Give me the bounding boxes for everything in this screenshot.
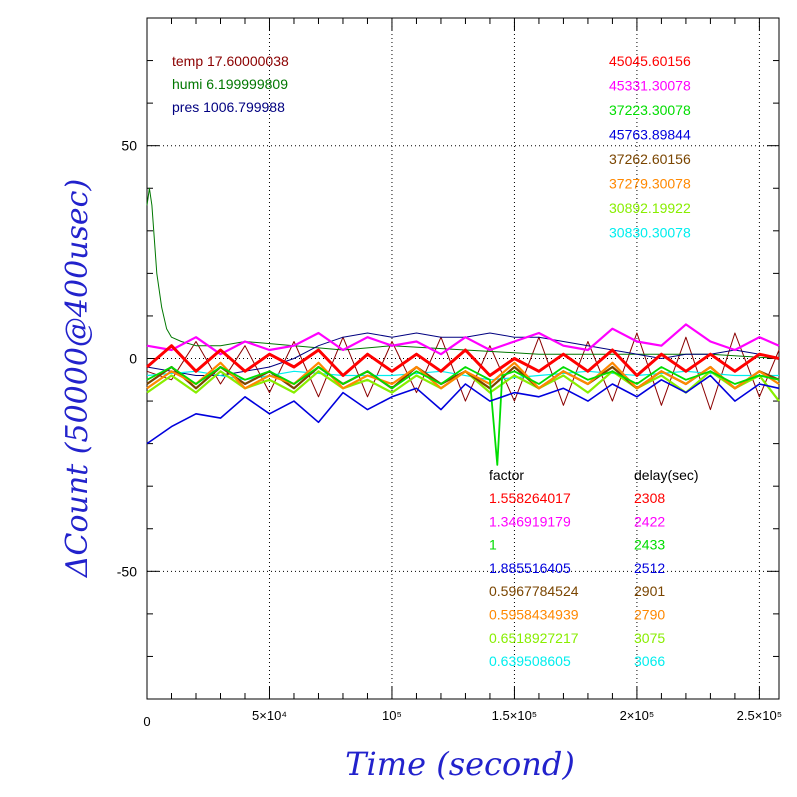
series-value-label: 37279.30078 bbox=[609, 176, 691, 192]
y-tick-label: 0 bbox=[129, 351, 137, 367]
x-tick-label: 1.5×10⁵ bbox=[492, 708, 538, 723]
factor-header: factor bbox=[489, 467, 524, 483]
env-legend-entry: pres 1006.799988 bbox=[172, 99, 285, 115]
x-tick-label: 2.5×10⁵ bbox=[737, 708, 783, 723]
env-legend-entry: temp 17.60000038 bbox=[172, 53, 289, 69]
series-layer bbox=[146, 187, 780, 466]
series-value-label: 30830.30078 bbox=[609, 225, 691, 241]
factor-value: 1.558264017 bbox=[489, 490, 571, 506]
y-tick-label: 50 bbox=[121, 138, 137, 154]
delay-value: 2901 bbox=[634, 583, 665, 599]
delay-value: 3075 bbox=[634, 630, 665, 646]
series-line-1 bbox=[146, 323, 780, 356]
env-line-temp bbox=[146, 332, 780, 411]
x-tick-label: 0 bbox=[143, 714, 150, 729]
series-value-label: 37262.60156 bbox=[609, 151, 691, 167]
x-axis-title: Time (second) bbox=[345, 745, 575, 783]
delay-header: delay(sec) bbox=[634, 467, 699, 483]
series-value-label: 45763.89844 bbox=[609, 127, 691, 143]
delay-value: 3066 bbox=[634, 653, 665, 669]
series-line-2 bbox=[146, 366, 780, 466]
factor-value: 0.5958434939 bbox=[489, 607, 579, 623]
y-axis-title: ΔCount (50000@400usec) bbox=[60, 179, 95, 578]
series-line-3 bbox=[146, 374, 780, 445]
factor-value: 0.5967784524 bbox=[489, 583, 579, 599]
x-tick-label: 5×10⁴ bbox=[252, 708, 287, 723]
env-legend-entry: humi 6.199999809 bbox=[172, 76, 288, 92]
delay-value: 2433 bbox=[634, 537, 665, 553]
y-tick-label: -50 bbox=[117, 563, 137, 579]
factor-value: 1.885516405 bbox=[489, 560, 571, 576]
series-value-label: 45331.30078 bbox=[609, 78, 691, 94]
legends: temp 17.60000038 humi 6.199999809 pres 100… bbox=[172, 53, 699, 669]
delay-value: 2790 bbox=[634, 607, 665, 623]
tick-labels: 0 5×10⁴ 10⁵ 1.5×10⁵ 2×10⁵ 2.5×10⁵ -50 0 50 bbox=[117, 138, 782, 729]
factor-value: 0.639508605 bbox=[489, 653, 571, 669]
factor-value: 1.346919179 bbox=[489, 513, 571, 529]
x-tick-label: 2×10⁵ bbox=[620, 708, 655, 723]
grid bbox=[147, 18, 779, 699]
factor-value: 0.6518927217 bbox=[489, 630, 579, 646]
factor-value: 1 bbox=[489, 537, 497, 553]
series-line-7 bbox=[146, 370, 779, 381]
env-line-humi bbox=[146, 187, 780, 359]
series-value-label: 30892.19922 bbox=[609, 200, 691, 216]
x-tick-label: 10⁵ bbox=[382, 708, 402, 723]
delay-value: 2422 bbox=[634, 513, 665, 529]
series-value-label: 37223.30078 bbox=[609, 102, 691, 118]
series-line-5 bbox=[146, 361, 780, 390]
delay-value: 2308 bbox=[634, 490, 665, 506]
axis-ticks bbox=[147, 18, 779, 699]
delay-value: 2512 bbox=[634, 560, 665, 576]
series-line-0 bbox=[146, 344, 780, 377]
series-value-label: 45045.60156 bbox=[609, 53, 691, 69]
